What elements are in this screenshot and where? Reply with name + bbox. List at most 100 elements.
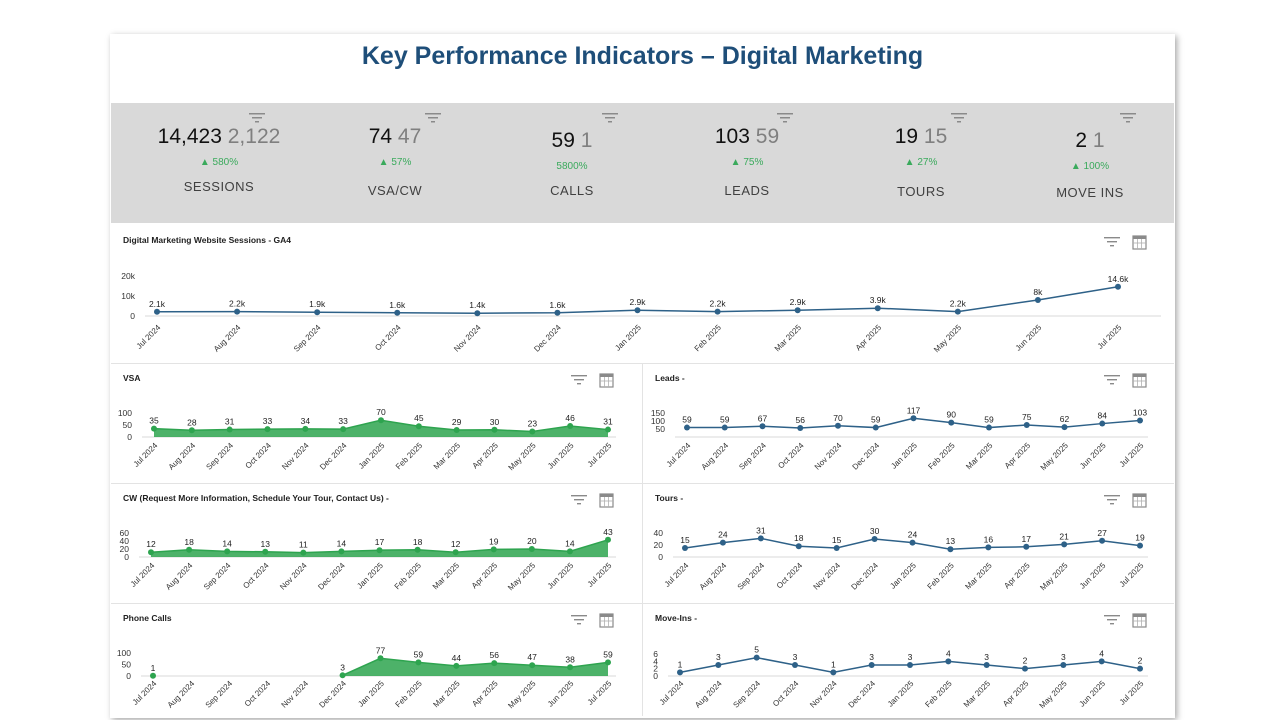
sessions-chart: 0 10k 20k 2.1k 2.2k 1.9k 1.6k 1.4k 1.6k 2.9k 2.2k 2…: [121, 271, 1161, 354]
calendar-icon[interactable]: [1132, 235, 1147, 250]
y-tick-label: 10k: [121, 291, 135, 301]
x-tick-label: Mar 2025: [963, 561, 994, 592]
cw-chart-panel: CW (Request More Information, Schedule Y…: [111, 486, 641, 602]
x-tick-label: Jan 2025: [886, 679, 916, 709]
x-tick-label: Dec 2024: [318, 441, 349, 472]
data-point: [1137, 665, 1143, 672]
data-point: [1137, 417, 1143, 424]
filter-icon[interactable]: [1104, 615, 1120, 625]
filter-icon[interactable]: [777, 113, 793, 123]
divider: [111, 363, 1174, 364]
kpi-previous: 15: [923, 125, 948, 148]
filter-icon[interactable]: [1104, 495, 1120, 505]
x-tick-label: Sep 2024: [731, 679, 762, 710]
data-point: [833, 545, 840, 551]
vsa-chart-panel: VSA 0 50 100 35 28 31 33 34 33 70 45 29 30 23 46 31 Jul …: [111, 366, 641, 482]
x-tick-label: Sep 2024: [737, 441, 768, 472]
data-point: [491, 660, 498, 667]
calendar-icon[interactable]: [599, 613, 614, 628]
filter-icon[interactable]: [1120, 113, 1136, 123]
leads-chart-panel: Leads - 50 100 150 59 59 67 56 70 59 117 90 59 75 62 8…: [643, 366, 1174, 482]
x-tick-label: Feb 2025: [394, 679, 425, 710]
data-label: 18: [794, 533, 804, 543]
y-tick-label: 0: [653, 671, 658, 681]
calendar-icon[interactable]: [599, 373, 614, 388]
filter-icon-bar: [1110, 503, 1114, 505]
panel-toolbar: [1104, 493, 1147, 508]
data-label: 4: [1099, 648, 1104, 658]
filter-icon[interactable]: [1104, 237, 1120, 247]
panel-toolbar: [571, 613, 614, 628]
filter-icon-bar: [1110, 383, 1114, 385]
data-point: [262, 548, 269, 555]
data-label: 56: [490, 650, 500, 660]
data-point: [792, 662, 798, 668]
x-tick-label: Sep 2024: [204, 679, 235, 710]
data-label: 19: [489, 536, 499, 546]
kpi-previous: 2,122: [227, 125, 281, 148]
data-point: [868, 662, 875, 668]
calendar-icon-header: [1133, 494, 1146, 497]
calendar-icon[interactable]: [1132, 493, 1147, 508]
data-point: [340, 426, 347, 433]
x-tick-label: Nov 2024: [278, 561, 309, 592]
data-label: 14.6k: [1108, 274, 1130, 284]
x-tick-label: Jul 2024: [131, 679, 159, 707]
panel-toolbar: [1104, 373, 1147, 388]
kpi-band: 14,423 2,122 ▲ 580% SESSIONS 74 47 ▲ 57%…: [111, 103, 1174, 223]
kpi-label: LEADS: [724, 183, 770, 198]
x-tick-label: Mar 2025: [431, 679, 462, 710]
data-point: [415, 659, 422, 666]
kpi-current: 59: [551, 129, 575, 152]
filter-icon[interactable]: [571, 615, 587, 625]
data-label: 2.2k: [710, 299, 727, 309]
y-tick-label: 0: [127, 432, 132, 442]
x-tick-label: Aug 2024: [700, 441, 731, 472]
calendar-icon[interactable]: [1132, 613, 1147, 628]
data-label: 59: [871, 415, 881, 425]
filter-icon-bar: [1104, 615, 1120, 617]
filter-icon[interactable]: [425, 113, 441, 123]
data-label: 1: [678, 659, 683, 669]
y-tick-label: 40: [120, 536, 130, 546]
data-point: [186, 546, 193, 553]
data-label: 45: [414, 413, 424, 423]
data-label: 3: [908, 652, 913, 662]
data-point: [453, 427, 460, 434]
data-point: [907, 662, 913, 668]
data-point: [985, 544, 992, 551]
filter-icon[interactable]: [249, 113, 265, 123]
x-tick-label: Sep 2024: [736, 561, 767, 592]
data-point: [721, 424, 728, 431]
filter-icon[interactable]: [571, 375, 587, 385]
filter-icon[interactable]: [951, 113, 967, 123]
x-tick-label: Mar 2025: [962, 679, 993, 710]
data-point: [794, 307, 801, 314]
data-point: [1023, 543, 1030, 550]
chart-title: Leads -: [655, 373, 685, 383]
filter-icon[interactable]: [1104, 375, 1120, 385]
x-tick-label: Feb 2025: [393, 561, 424, 592]
x-tick-label: Aug 2024: [212, 323, 243, 354]
x-tick-label: Apr 2025: [470, 679, 500, 709]
filter-icon[interactable]: [571, 495, 587, 505]
data-label: 31: [603, 417, 613, 427]
x-tick-label: Aug 2024: [164, 561, 195, 592]
calendar-icon-header: [1133, 614, 1146, 617]
x-tick-label: Dec 2024: [849, 561, 880, 592]
calendar-icon-header: [600, 614, 613, 617]
filter-icon-bar: [571, 375, 587, 377]
calendar-icon[interactable]: [599, 493, 614, 508]
calendar-icon[interactable]: [1132, 373, 1147, 388]
data-label: 103: [1133, 408, 1147, 418]
kpi-previous: 1: [1092, 129, 1105, 152]
y-tick-label: 20k: [121, 271, 135, 281]
data-label: 30: [490, 417, 500, 427]
data-point: [1099, 420, 1106, 427]
data-label: 28: [187, 417, 197, 427]
filter-icon-bar: [1107, 379, 1117, 381]
x-tick-label: Dec 2024: [532, 323, 563, 354]
filter-icon[interactable]: [602, 113, 618, 123]
